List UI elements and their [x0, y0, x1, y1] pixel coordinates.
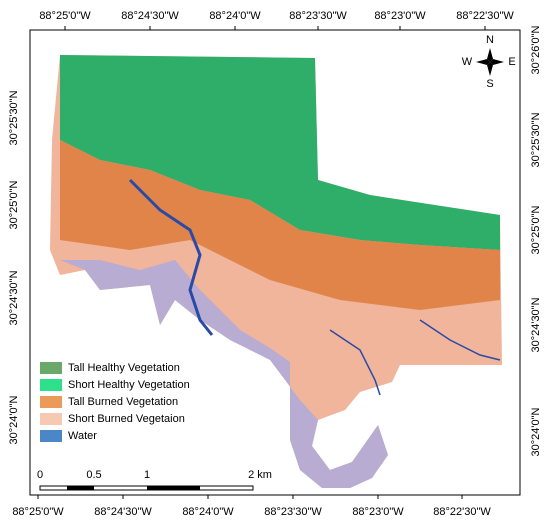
- left-coordinate-label: 30°24'0"N: [8, 395, 20, 444]
- legend-label: Tall Burned Vegetation: [68, 396, 178, 408]
- right-coordinate-label: 30°24'0"N: [530, 407, 542, 456]
- scale-label: 1: [144, 469, 150, 481]
- bottom-coordinate-label: 88°24'30"W: [94, 506, 152, 518]
- legend-swatch: [40, 362, 62, 374]
- legend-swatch: [40, 430, 62, 442]
- bottom-coordinate-label: 88°23'0"W: [352, 506, 404, 518]
- river: [128, 178, 214, 336]
- top-coordinate-label: 88°23'30"W: [289, 10, 347, 22]
- compass-rose: [476, 48, 504, 76]
- bottom-coordinate-label: 88°22'30"W: [433, 506, 491, 518]
- tall-burned-zone: [60, 140, 500, 310]
- legend-label: Tall Healthy Vegetation: [68, 362, 180, 374]
- scale-bar: [39, 485, 254, 491]
- legend-swatch: [40, 379, 62, 391]
- scale-label: 0.5: [86, 469, 101, 481]
- legend-label: Short Burned Vegetaion: [68, 413, 185, 425]
- scale-label: 2 km: [248, 469, 272, 481]
- top-coordinate-label: 88°25'0"W: [39, 10, 91, 22]
- top-coordinate-label: 88°22'30"W: [456, 10, 514, 22]
- bottom-coordinate-label: 88°24'0"W: [182, 506, 234, 518]
- map-area: [50, 55, 502, 488]
- compass-w: W: [462, 56, 473, 68]
- top-coordinate-label: 88°24'30"W: [121, 10, 179, 22]
- left-coordinate-label: 30°25'30"N: [8, 90, 20, 145]
- right-coordinate-label: 30°25'30"N: [530, 112, 542, 167]
- right-coordinate-label: 30°26'0"N: [530, 25, 542, 74]
- bottom-coordinate-label: 88°25'0"W: [12, 506, 64, 518]
- legend-label: Water: [68, 430, 97, 442]
- scale-label: 0: [37, 469, 43, 481]
- top-coordinate-label: 88°23'0"W: [374, 10, 426, 22]
- stream: [419, 319, 501, 361]
- top-coordinate-label: 88°24'0"W: [209, 10, 261, 22]
- bottom-coordinate-label: 88°23'30"W: [264, 506, 322, 518]
- legend-swatch: [40, 396, 62, 408]
- bare-ground: [60, 260, 388, 488]
- compass-s: S: [486, 78, 493, 90]
- healthy-vegetation: [60, 55, 500, 250]
- legend-label: Short Healthy Vegetation: [68, 379, 190, 391]
- right-coordinate-label: 30°24'30"N: [530, 297, 542, 352]
- right-coordinate-label: 30°25'0"N: [530, 205, 542, 254]
- compass-n: N: [486, 34, 494, 46]
- compass-e: E: [508, 56, 515, 68]
- left-coordinate-label: 30°25'0"N: [8, 180, 20, 229]
- legend-swatch: [40, 413, 62, 425]
- left-coordinate-label: 30°24'30"N: [8, 270, 20, 325]
- stream: [329, 329, 381, 396]
